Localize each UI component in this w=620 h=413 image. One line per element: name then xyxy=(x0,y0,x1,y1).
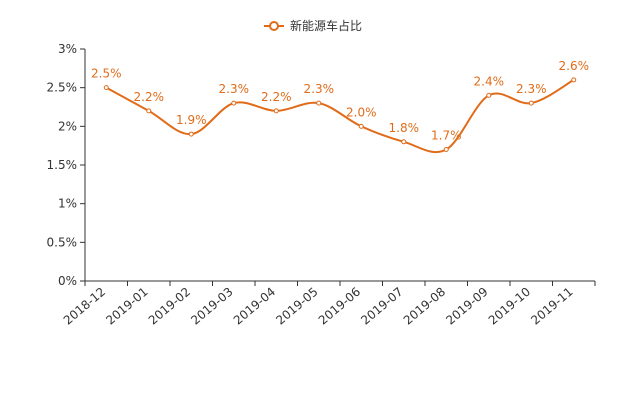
data-label: 2.3% xyxy=(516,82,547,96)
x-tick-label: 2019-06 xyxy=(316,285,363,328)
x-tick-label: 2019-01 xyxy=(103,285,150,328)
data-label: 1.9% xyxy=(176,113,207,127)
data-point xyxy=(401,139,407,145)
x-tick-label: 2019-03 xyxy=(188,285,235,328)
data-label: 2.4% xyxy=(474,74,505,88)
data-point xyxy=(486,92,492,98)
data-label: 2.5% xyxy=(91,67,122,81)
x-tick-label: 2019-02 xyxy=(146,285,193,328)
y-tick-label: 2.5% xyxy=(47,81,78,95)
series-line xyxy=(105,79,575,154)
data-point xyxy=(571,77,577,83)
y-tick-label: 1% xyxy=(58,197,77,211)
x-tick-label: 2019-09 xyxy=(443,285,490,328)
y-tick-label: 3% xyxy=(58,42,77,56)
data-label: 2.3% xyxy=(304,82,335,96)
y-tick-label: 0.5% xyxy=(47,235,78,249)
y-tick-label: 2% xyxy=(58,119,77,133)
data-label: 2.2% xyxy=(261,90,292,104)
x-tick-label: 2019-05 xyxy=(273,285,320,328)
data-label: 1.7% xyxy=(431,129,462,143)
y-tick-label: 0% xyxy=(58,274,77,288)
data-point xyxy=(146,108,152,114)
y-tick-label: 1.5% xyxy=(47,158,78,172)
data-point xyxy=(188,131,194,137)
data-point xyxy=(443,147,449,153)
data-point xyxy=(103,85,109,91)
data-point xyxy=(316,100,322,106)
x-tick-label: 2018-12 xyxy=(61,285,108,328)
x-tick-label: 2019-11 xyxy=(528,285,575,328)
legend-circle-marker xyxy=(269,21,279,31)
data-label: 2.2% xyxy=(134,90,165,104)
data-point xyxy=(231,100,237,106)
legend[interactable]: 新能源车占比 xyxy=(264,18,362,33)
data-point xyxy=(528,100,534,106)
x-tick-label: 2019-04 xyxy=(231,285,278,328)
legend-label: 新能源车占比 xyxy=(290,18,362,33)
data-point xyxy=(273,108,279,114)
x-tick-label: 2019-08 xyxy=(401,285,448,328)
x-tick-label: 2019-07 xyxy=(358,285,405,328)
data-label: 2.0% xyxy=(346,105,377,119)
data-label: 2.3% xyxy=(219,82,250,96)
data-label: 1.8% xyxy=(389,121,420,135)
x-tick-label: 2019-10 xyxy=(486,285,533,328)
data-point xyxy=(358,123,364,129)
data-label: 2.6% xyxy=(559,59,590,73)
